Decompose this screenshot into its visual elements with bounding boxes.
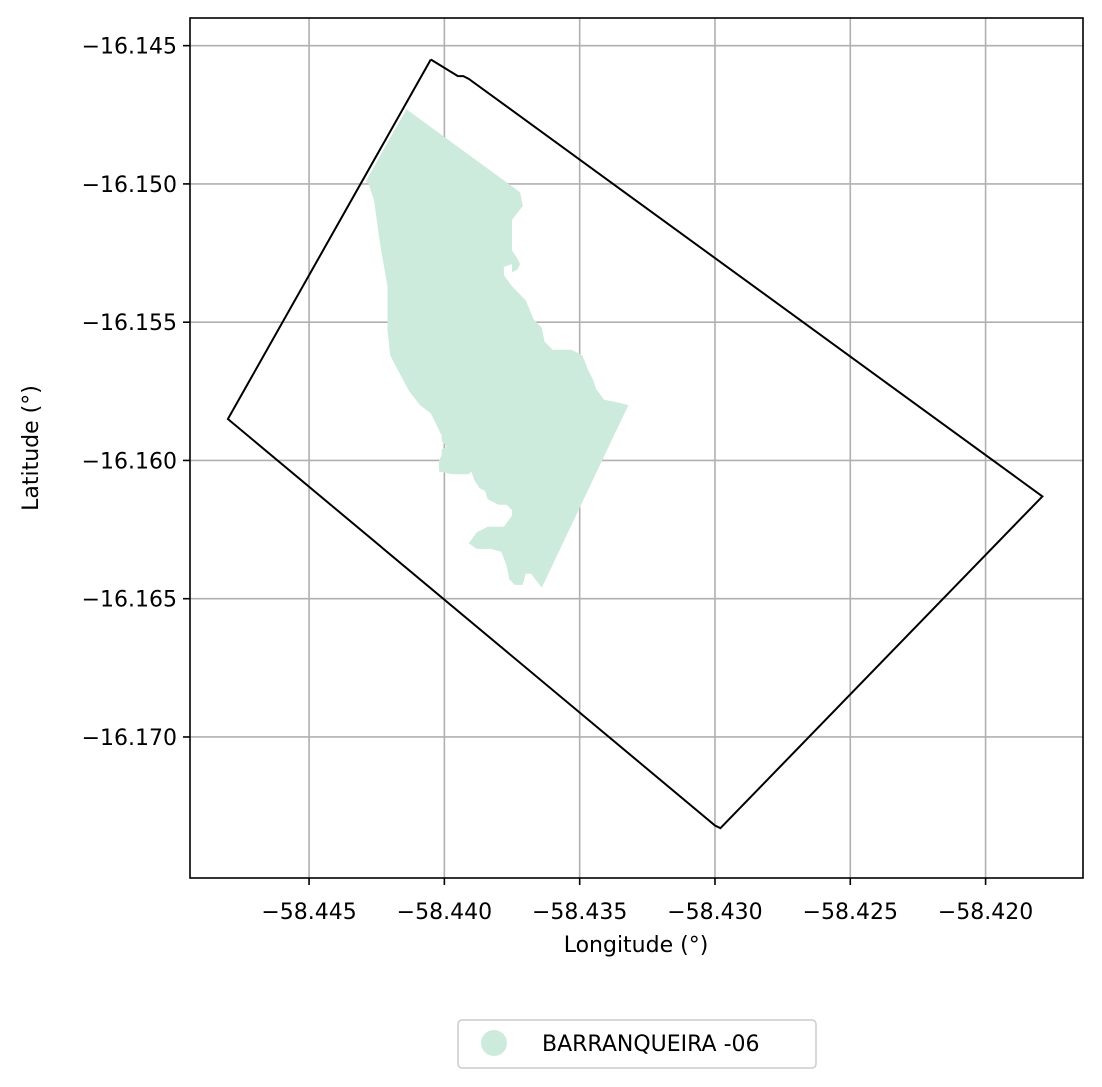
map-boundary: [226, 58, 1044, 830]
y-tick-label: −16.170: [82, 726, 177, 751]
y-tick-label: −16.160: [82, 449, 177, 474]
y-axis-ticks: −16.145 −16.150 −16.155 −16.160 −16.165 −16.1…: [82, 35, 190, 751]
legend-box: [457, 1019, 817, 1069]
x-tick-label: −58.445: [261, 900, 356, 925]
region-barranqueira-06: [365, 109, 629, 588]
x-tick-label: −58.435: [532, 900, 627, 925]
boundary-outline: [226, 58, 1044, 830]
map-regions: [365, 109, 629, 588]
legend: BARRANQUEIRA -06: [457, 1019, 817, 1069]
legend-label-barranqueira-06: BARRANQUEIRA -06: [542, 1032, 760, 1057]
plot-frame: [189, 17, 1084, 879]
y-tick-label: −16.155: [82, 311, 177, 336]
x-tick-label: −58.420: [938, 900, 1033, 925]
x-tick-label: −58.440: [397, 900, 492, 925]
legend-swatch-barranqueira-06: [481, 1030, 507, 1056]
x-tick-label: −58.430: [667, 900, 762, 925]
y-axis-label: Latitude (°): [19, 385, 44, 511]
y-tick-label: −16.165: [82, 588, 177, 613]
y-tick-label: −16.145: [82, 35, 177, 60]
x-axis-label: Longitude (°): [564, 933, 709, 958]
x-tick-label: −58.425: [803, 900, 898, 925]
x-axis-ticks: −58.445 −58.440 −58.435 −58.430 −58.425 −58.4…: [261, 878, 1033, 925]
y-tick-label: −16.150: [82, 173, 177, 198]
